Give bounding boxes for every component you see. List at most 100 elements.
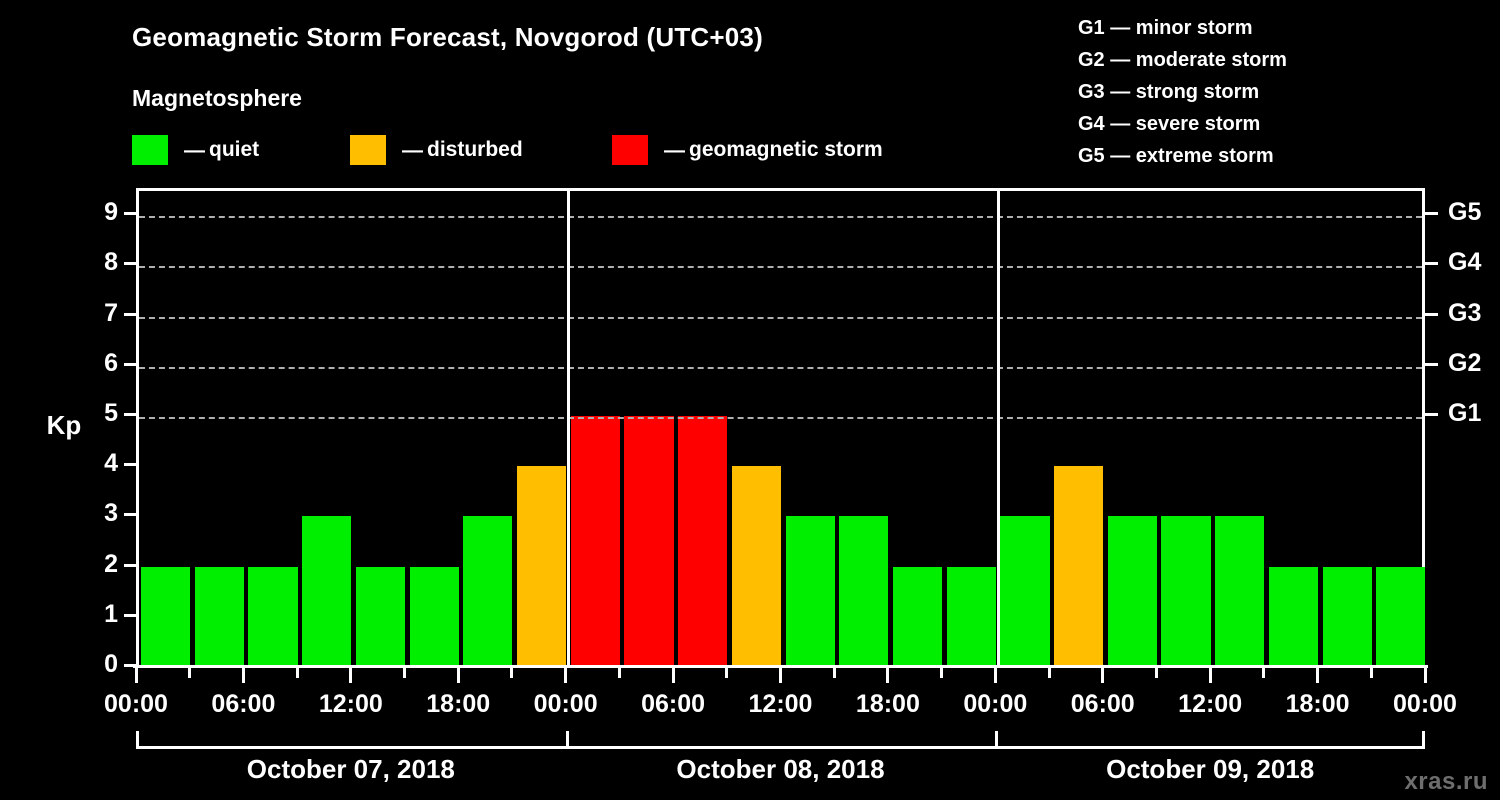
day-rule-1 xyxy=(136,746,566,749)
day-tick-end xyxy=(1422,731,1425,749)
g-scale-row-2: G2 — moderate storm xyxy=(1078,49,1287,71)
legend-label: geomagnetic storm xyxy=(689,138,883,161)
x-axis-tick-11 xyxy=(1316,668,1320,683)
legend-item-geomagnetic-storm: — geomagnetic storm xyxy=(612,134,883,166)
gridline-kp-6 xyxy=(139,366,1422,369)
y-axis-tick-2 xyxy=(124,563,136,567)
y-axis-label-9: 9 xyxy=(104,198,118,227)
x-axis-label-1: 06:00 xyxy=(211,690,276,718)
y-axis-label-7: 7 xyxy=(104,298,118,327)
x-axis-minor-tick-9 xyxy=(617,668,621,678)
legend-swatch-quiet xyxy=(132,135,168,165)
bar xyxy=(946,566,996,667)
bar xyxy=(516,466,567,667)
y-axis-label-8: 8 xyxy=(104,248,118,277)
watermark: xras.ru xyxy=(1404,768,1488,795)
x-axis-label-2: 12:00 xyxy=(318,690,383,718)
g-axis-tick-G2 xyxy=(1425,362,1438,366)
g-scale-row-3: G3 — strong storm xyxy=(1078,81,1260,103)
y-axis-tick-6 xyxy=(124,362,136,366)
g-axis-label-G4: G4 xyxy=(1448,248,1482,277)
bar xyxy=(785,516,835,667)
date-label-2: October 08, 2018 xyxy=(676,754,885,784)
x-axis-tick-3 xyxy=(456,668,460,683)
bar xyxy=(678,415,728,667)
x-axis-tick-10 xyxy=(1208,668,1212,683)
g-axis-label-G1: G1 xyxy=(1448,398,1482,427)
bar xyxy=(731,466,781,667)
x-axis-minor-tick-11 xyxy=(725,668,729,678)
y-axis-label-5: 5 xyxy=(104,398,118,427)
x-axis-tick-6 xyxy=(779,668,782,683)
x-axis-tick-7 xyxy=(886,668,890,683)
y-axis-label-4: 4 xyxy=(104,449,118,478)
y-axis-tick-7 xyxy=(124,312,136,316)
x-axis-tick-12 xyxy=(1423,668,1427,683)
day-rule-3 xyxy=(995,746,1425,749)
bar xyxy=(409,566,459,667)
x-axis-label-11: 18:00 xyxy=(1285,690,1350,718)
x-axis-tick-0 xyxy=(134,668,138,683)
gridline-kp-8 xyxy=(139,266,1422,269)
x-axis-minor-tick-3 xyxy=(295,668,299,678)
y-axis-label-3: 3 xyxy=(104,499,118,528)
bar xyxy=(892,566,943,667)
y-axis-tick-0 xyxy=(124,664,136,667)
legend-item-disturbed: — disturbed xyxy=(350,134,523,166)
day-separator xyxy=(567,191,571,667)
g-scale-row-1: G1 — minor storm xyxy=(1078,17,1253,39)
x-axis-minor-tick-23 xyxy=(1369,668,1373,678)
x-axis-label-4: 00:00 xyxy=(533,690,598,718)
day-tick-1 xyxy=(136,731,139,749)
bar xyxy=(355,566,406,667)
legend-swatch-storm xyxy=(612,135,648,165)
x-axis-tick-2 xyxy=(349,668,353,683)
x-axis-label-10: 12:00 xyxy=(1178,690,1243,718)
day-separator xyxy=(996,191,1000,667)
x-axis-minor-tick-13 xyxy=(832,668,836,678)
bar xyxy=(1107,516,1157,667)
date-label-1: October 07, 2018 xyxy=(246,754,455,784)
bar xyxy=(141,566,191,667)
y-axis-tick-1 xyxy=(124,613,136,617)
chart-subtitle: Magnetosphere xyxy=(132,85,302,111)
bar xyxy=(839,516,889,667)
x-axis-minor-tick-21 xyxy=(1262,668,1266,678)
day-tick-2 xyxy=(565,731,569,749)
y-axis-label-2: 2 xyxy=(104,549,118,578)
x-axis-label-12: 00:00 xyxy=(1393,690,1457,718)
x-axis-tick-8 xyxy=(993,668,997,683)
bar xyxy=(1215,516,1265,667)
bar xyxy=(302,516,352,667)
x-axis-label-7: 18:00 xyxy=(855,690,920,718)
x-axis-minor-tick-5 xyxy=(403,668,407,678)
y-axis-tick-4 xyxy=(124,463,136,467)
y-axis-label-1: 1 xyxy=(104,599,118,628)
y-axis-tick-9 xyxy=(124,212,136,216)
bar xyxy=(1376,566,1426,667)
bar xyxy=(248,566,298,667)
legend-label: quiet xyxy=(209,138,260,161)
x-axis-label-8: 00:00 xyxy=(963,690,1028,718)
x-axis-minor-tick-15 xyxy=(940,668,944,678)
x-axis-minor-tick-17 xyxy=(1047,668,1051,678)
g-scale-row-5: G5 — extreme storm xyxy=(1078,145,1274,167)
x-axis-tick-9 xyxy=(1101,668,1105,683)
legend-item-quiet: — quiet xyxy=(132,134,259,166)
x-axis-tick-4 xyxy=(564,668,568,683)
x-axis-label-0: 00:00 xyxy=(104,690,168,718)
y-axis-tick-3 xyxy=(124,513,136,517)
legend-dash: — xyxy=(402,138,423,162)
y-axis-label-6: 6 xyxy=(104,348,118,377)
x-axis-label-3: 18:00 xyxy=(426,690,491,718)
x-axis-label-6: 12:00 xyxy=(748,690,813,718)
gridline-kp-7 xyxy=(139,316,1422,319)
bar xyxy=(1268,566,1319,667)
g-scale-row-4: G4 — severe storm xyxy=(1078,113,1261,135)
y-axis-label-0: 0 xyxy=(104,650,118,678)
x-axis-tick-1 xyxy=(241,668,245,683)
bar xyxy=(570,415,620,667)
legend-swatch-disturbed xyxy=(350,135,386,165)
g-axis-tick-G5 xyxy=(1425,212,1438,216)
bar xyxy=(1322,566,1372,667)
